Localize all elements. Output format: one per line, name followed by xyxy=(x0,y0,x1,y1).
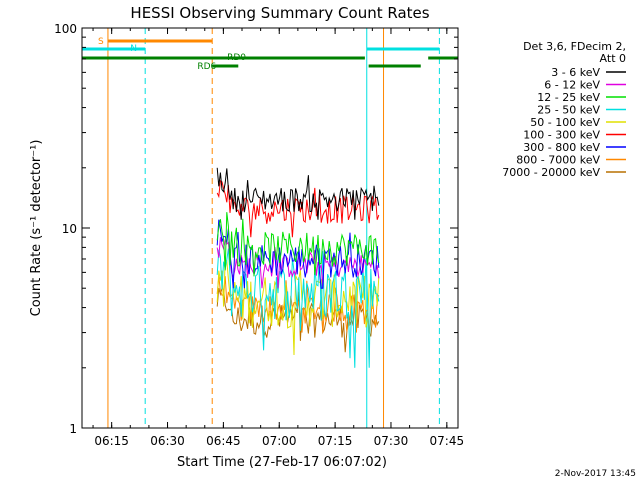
legend-label: 3 - 6 keV xyxy=(551,66,600,79)
legend-label: 6 - 12 keV xyxy=(544,79,600,92)
x-axis-label: Start Time (27-Feb-17 06:07:02) xyxy=(177,455,387,470)
series-line xyxy=(216,248,380,368)
series-line xyxy=(216,212,380,277)
flag-bars: S N RD0 RD6 xyxy=(82,37,458,72)
y-tick-label: 100 xyxy=(54,22,77,36)
x-axis: 06:15 06:30 06:45 07:00 07:15 07:30 07:45 xyxy=(92,28,465,448)
flag-label-s: S xyxy=(98,37,104,47)
x-tick-label: 06:15 xyxy=(94,434,129,448)
y-axis-label: Count Rate (s⁻¹ detector⁻¹) xyxy=(29,140,44,317)
legend-label: 25 - 50 keV xyxy=(537,104,600,117)
flag-label-rd0: RD0 xyxy=(227,53,246,63)
footer-date: 2-Nov-2017 13:45 xyxy=(555,469,636,479)
legend-label: 12 - 25 keV xyxy=(537,91,600,104)
chart-title: HESSI Observing Summary Count Rates xyxy=(130,4,429,22)
x-tick-label: 07:45 xyxy=(430,434,465,448)
flag-label-rd6: RD6 xyxy=(197,62,216,72)
x-tick-label: 06:30 xyxy=(150,434,185,448)
x-tick-label: 07:15 xyxy=(318,434,353,448)
plot-frame xyxy=(81,27,459,429)
legend-label: 800 - 7000 keV xyxy=(516,154,600,167)
y-tick-label: 10 xyxy=(62,222,77,236)
legend-label: 50 - 100 keV xyxy=(530,116,600,129)
series-line xyxy=(216,167,380,220)
y-axis: 1 10 100 xyxy=(54,22,458,436)
legend-label: 100 - 300 keV xyxy=(523,129,600,142)
series-line xyxy=(216,219,380,289)
x-tick-label: 07:30 xyxy=(374,434,409,448)
series-line xyxy=(216,259,380,356)
flag-label-n: N xyxy=(130,44,137,54)
x-tick-label: 06:45 xyxy=(206,434,241,448)
x-tick-label: 07:00 xyxy=(262,434,297,448)
y-tick-label: 1 xyxy=(69,422,77,436)
legend-label: 7000 - 20000 keV xyxy=(502,166,600,179)
vertical-markers xyxy=(107,28,440,428)
legend-header: Det 3,6, FDecim 2, xyxy=(523,40,626,53)
series-layer xyxy=(216,167,380,368)
legend-label: 300 - 800 keV xyxy=(523,141,600,154)
legend-header: Att 0 xyxy=(600,52,626,65)
